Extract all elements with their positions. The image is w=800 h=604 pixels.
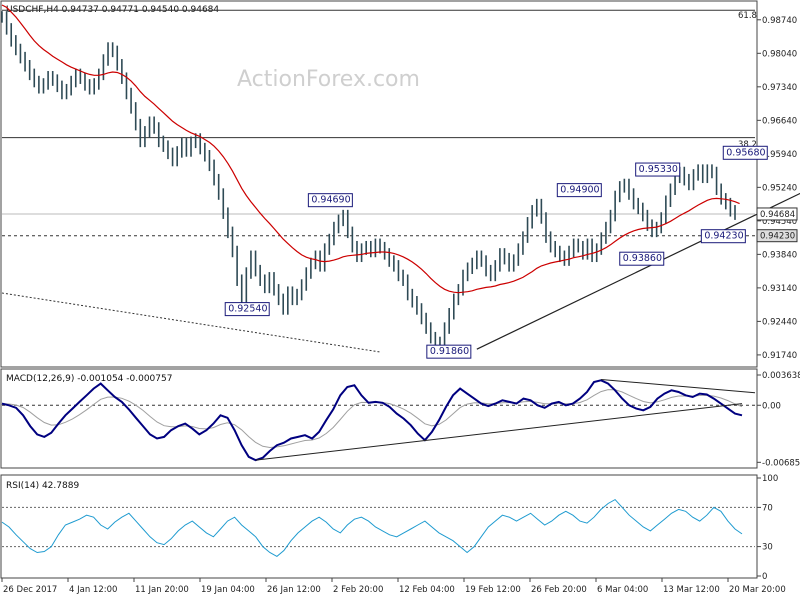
x-tick-label: 19 Feb 12:00 xyxy=(465,585,521,595)
annotation-box xyxy=(700,229,746,244)
annotation-box xyxy=(619,251,665,266)
price-y-tick-label: 0.91740 xyxy=(762,351,797,361)
annotation-label: 0.93860 xyxy=(623,253,662,264)
x-tick-label: 26 Dec 2017 xyxy=(3,585,57,595)
x-tick-label: 12 Feb 04:00 xyxy=(399,585,455,595)
annotation-label: 0.95330 xyxy=(639,164,678,175)
macd-resistance-trendline xyxy=(601,378,756,394)
fib-382-label: 38.2 xyxy=(738,140,757,150)
x-tick-label: 20 Mar 20:00 xyxy=(729,585,786,595)
x-tick-label: 19 Jan 04:00 xyxy=(201,585,255,595)
price-y-tick-label: 0.93140 xyxy=(762,284,797,294)
price-y-tick-label: 0.98040 xyxy=(762,49,797,59)
current-price-box xyxy=(756,207,798,221)
price-y-tick-label: 0.92440 xyxy=(762,317,797,327)
annotation-label: 0.92540 xyxy=(228,304,267,315)
macd-panel-frame xyxy=(0,368,758,469)
price-y-tick-label: 0.94540 xyxy=(762,217,797,227)
annotation-label: 0.94230 xyxy=(704,231,743,242)
annotation-label: 0.94900 xyxy=(560,185,599,196)
fib-618-label: 61.8 xyxy=(738,11,757,21)
support-price-label: 0.94230 xyxy=(760,232,795,242)
watermark: ActionForex.com xyxy=(237,67,420,92)
rsi-y-tick-label: 100 xyxy=(762,474,778,484)
annotation-label: 0.94690 xyxy=(311,195,350,206)
rsi-plot: 100 70 30 0 xyxy=(1,474,778,582)
macd-plot: 0.003638 0.00 -0.006858 xyxy=(1,371,800,468)
macd-signal-line xyxy=(1,389,743,449)
macd-line xyxy=(1,379,743,462)
price-y-tick-label: 0.93840 xyxy=(762,250,797,260)
annotation-label: 0.95680 xyxy=(726,147,765,158)
annotation-label: 0.91860 xyxy=(430,346,469,357)
rising-trendline xyxy=(476,192,800,350)
price-y-tick-label: 0.95240 xyxy=(762,183,797,193)
moving-average-line xyxy=(1,4,740,294)
rsi-y-tick-label: 0 xyxy=(762,572,767,582)
macd-y-tick-label: 0.003638 xyxy=(762,371,800,381)
macd-y-tick-label: 0.00 xyxy=(762,401,781,411)
annotation-box xyxy=(307,193,353,208)
annotation-box xyxy=(635,162,681,177)
macd-support-trendline xyxy=(255,403,743,461)
price-y-tick-label: 0.96640 xyxy=(762,116,797,126)
price-y-tick-label: 0.95940 xyxy=(762,150,797,160)
annotation-box xyxy=(426,344,472,359)
annotation-box xyxy=(556,183,602,198)
price-y-tick-label: 0.97340 xyxy=(762,83,797,93)
rsi-panel-frame xyxy=(0,474,758,579)
current-price-label: 0.94684 xyxy=(760,210,795,220)
x-tick-label: 2 Feb 20:00 xyxy=(333,585,383,595)
x-tick-label: 4 Jan 12:00 xyxy=(69,585,117,595)
x-tick-label: 6 Mar 04:00 xyxy=(597,585,648,595)
dotted-trendline xyxy=(1,292,381,353)
x-tick-label: 11 Jan 20:00 xyxy=(135,585,189,595)
price-y-tick-label: 0.98740 xyxy=(762,16,797,26)
rsi-y-tick-label: 30 xyxy=(762,543,773,553)
support-price-box xyxy=(756,229,798,243)
rsi-label: RSI(14) 42.7889 xyxy=(6,481,79,491)
rsi-y-tick-label: 70 xyxy=(762,503,773,513)
rsi-line xyxy=(1,498,743,558)
annotation-box xyxy=(224,302,270,317)
macd-y-tick-label: -0.006858 xyxy=(762,458,800,468)
x-tick-label: 13 Mar 12:00 xyxy=(663,585,720,595)
x-tick-label: 26 Jan 12:00 xyxy=(267,585,321,595)
price-plot: 0.98740 0.98040 0.97340 0.96640 0.95940 0.952… xyxy=(1,4,800,361)
macd-label: MACD(12,26,9) -0.001054 -0.000757 xyxy=(6,374,172,384)
x-tick-label: 26 Feb 20:00 xyxy=(531,585,587,595)
price-panel-frame xyxy=(0,0,758,368)
annotation-box xyxy=(722,145,768,160)
x-axis: 26 Dec 2017 4 Jan 12:00 11 Jan 20:00 19 Jan… xyxy=(1,578,786,595)
